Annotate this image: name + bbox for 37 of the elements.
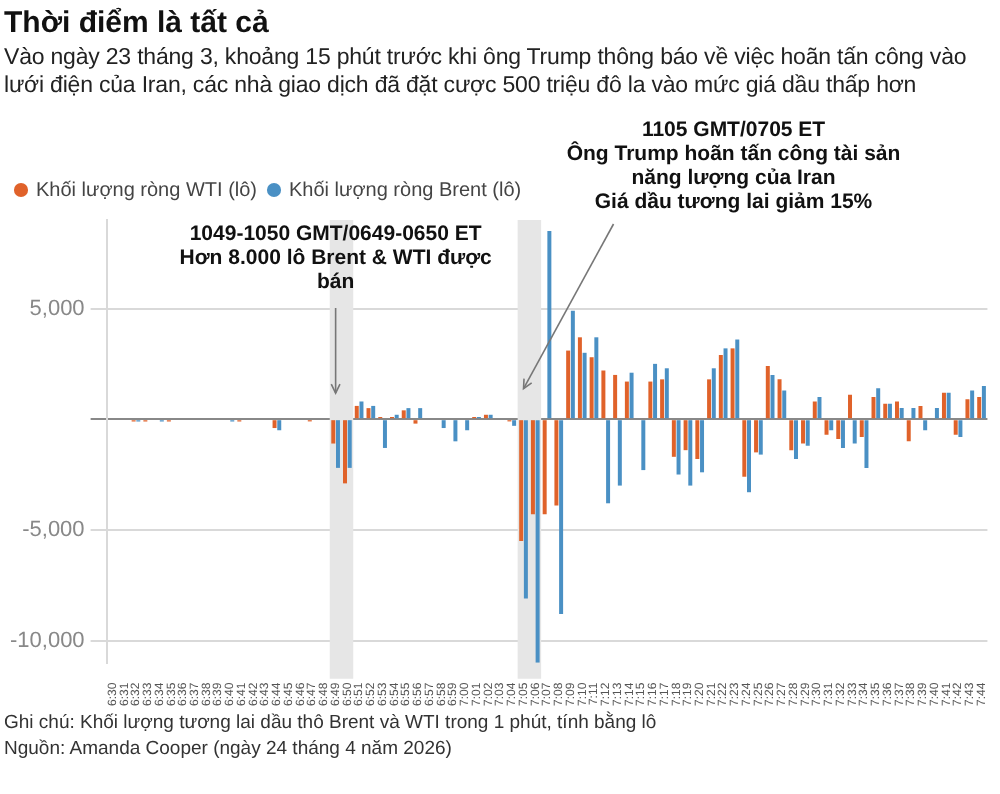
bar <box>777 379 782 419</box>
bar <box>817 397 822 419</box>
bar <box>617 420 622 486</box>
bar <box>953 420 958 435</box>
bar <box>876 388 881 419</box>
bar <box>676 420 681 475</box>
bar <box>382 420 387 448</box>
bar <box>441 420 446 429</box>
bar <box>577 337 582 419</box>
bar <box>641 420 646 471</box>
y-tick-label: -5,000 <box>22 517 85 542</box>
chart-title: Thời điểm là tất cả <box>2 4 271 40</box>
legend-label: Khối lượng ròng Brent (lô) <box>289 179 522 202</box>
bar <box>559 420 564 614</box>
bar <box>836 420 841 440</box>
bar <box>700 420 705 473</box>
bar <box>852 420 857 444</box>
annotation: 1105 GMT/0705 ET Ông Trump hoãn tấn công tài sản năng lượng của Iran Giá dầu tương lai giảm 15% <box>566 118 901 215</box>
bar <box>601 370 606 419</box>
bar <box>401 410 406 419</box>
chart-subtitle: Vào ngày 23 tháng 3, khoảng 15 phút trước khi ông Trump thông báo về việc hoãn tấn công vào lưới điện của Iran, các nhà giao dịch đã đặt cược 500 triệu đô la vào mức giá dầu thấp hơn <box>2 44 969 100</box>
bar <box>793 420 798 460</box>
legend-label: Khối lượng ròng WTI (lô) <box>36 179 258 202</box>
bar <box>894 401 899 419</box>
bar <box>542 420 547 515</box>
annotation: 1049-1050 GMT/0649-0650 ET Hơn 8.000 lô Brent & WTI được bán <box>179 222 493 295</box>
bar <box>718 355 723 419</box>
bar <box>735 339 740 419</box>
bar <box>934 408 939 419</box>
y-tick-label: 5,000 <box>29 296 85 321</box>
y-tick-label: -10,000 <box>9 628 85 653</box>
bar <box>519 420 524 541</box>
text: Ghi chú: Khối lượng tương lai dầu thô Brent và WTI trong 1 phút, tính bằng lô <box>2 710 659 736</box>
bar <box>695 420 700 460</box>
text: Nguồn: Amanda Cooper (ngày 24 tháng 4 năm 2026) <box>2 736 454 762</box>
bar <box>343 420 348 484</box>
bar <box>660 379 665 419</box>
